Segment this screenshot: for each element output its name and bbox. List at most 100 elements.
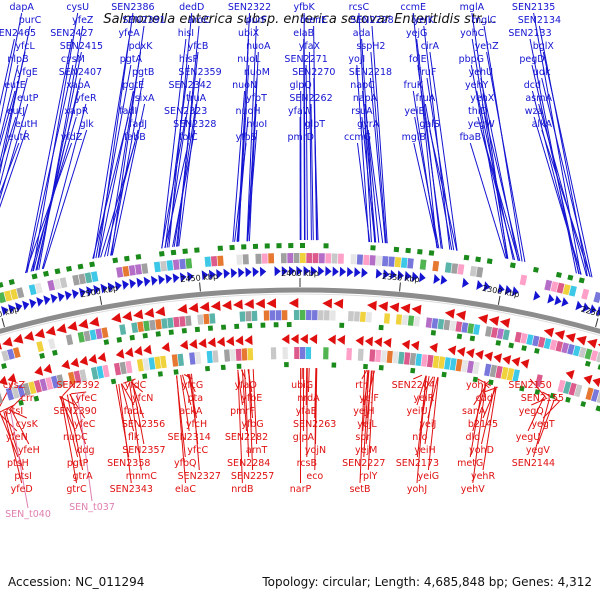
forward-gene-label[interactable]: cysM [61,54,85,65]
reverse-gene-label[interactable]: nfo [412,432,427,443]
forward-gene-label[interactable]: fruK [404,80,424,91]
reverse-gene-label[interactable]: yfeC [74,419,96,430]
reverse-gene-label[interactable]: yohJ [407,484,427,495]
forward-gene-label[interactable]: mglB [402,132,426,143]
reverse-gene-label[interactable]: yfcG [182,380,204,391]
forward-gene-label[interactable]: SEN2328 [173,119,216,130]
forward-gene-label[interactable]: yfeZ [72,15,94,26]
forward-gene-label[interactable]: napA [353,93,378,104]
reverse-gene-label[interactable]: SEN2173 [396,458,439,469]
forward-gene-label[interactable]: yehU [469,67,493,78]
reverse-gene-label[interactable]: nrdB [231,484,253,495]
forward-gene-label[interactable]: ada [353,28,371,39]
reverse-gene-label[interactable]: yfcC [187,445,208,456]
reverse-gene-label[interactable]: SEN2284 [227,458,270,469]
forward-gene-label[interactable]: nuoA [246,41,271,52]
reverse-gene-label[interactable]: yejF [359,393,379,404]
reverse-gene-label[interactable]: pmrF [230,406,255,417]
reverse-gene-label[interactable]: yfdC [125,380,147,391]
forward-gene-label[interactable]: SEN2262 [289,93,332,104]
reverse-gene-label[interactable]: SEN2343 [110,484,153,495]
reverse-gene-label[interactable]: yeiH [414,445,435,456]
reverse-gene-label[interactable]: SEN2356 [122,419,165,430]
reverse-gene-label[interactable]: yejH [353,406,374,417]
reverse-gene-label[interactable]: mnmC [126,471,158,482]
forward-gene-label[interactable]: napC [350,80,375,91]
reverse-gene-label[interactable]: yfbQ [174,458,196,469]
forward-gene-label[interactable]: asmA [525,93,552,104]
forward-gene-label[interactable]: pmrD [287,132,314,143]
reverse-gene-label[interactable]: yegT [531,419,554,430]
forward-gene-label[interactable]: yohC [460,28,484,39]
reverse-gene-label[interactable]: elaC [175,484,196,495]
reverse-gene-label[interactable]: yojN [305,445,326,456]
forward-gene-label[interactable]: SEN2391 [122,15,165,26]
forward-gene-label[interactable]: SEN2386 [111,2,154,13]
reverse-gene-label[interactable]: yfaO [235,380,257,391]
forward-gene-label[interactable]: yehX [470,93,494,104]
reverse-gene-label[interactable]: yfeH [18,445,40,456]
reverse-gene-label[interactable]: SEN2263 [293,419,336,430]
forward-gene-label[interactable]: sspH2 [356,41,385,52]
forward-gene-label[interactable]: purC [19,15,42,26]
forward-gene-label[interactable]: SEN2407 [59,67,102,78]
forward-gene-label[interactable]: nlpB [7,54,28,65]
reverse-gene-label[interactable]: rcsB [297,458,317,469]
reverse-gene-label[interactable]: SEN2257 [231,471,274,482]
forward-gene-label[interactable]: yfeA [118,28,140,39]
reverse-gene-label[interactable]: SEN2327 [178,471,221,482]
reverse-gene-label[interactable]: fadL [124,406,145,417]
reverse-gene-label[interactable]: SEN2390 [53,406,96,417]
forward-gene-label[interactable]: yojI [348,54,365,65]
reverse-gene-label[interactable]: arnT [246,445,268,456]
reverse-gene-label[interactable]: yegV [526,445,550,456]
reverse-gene-label[interactable]: glpA [293,432,315,443]
reverse-gene-label[interactable]: narP [290,484,312,495]
forward-gene-label[interactable]: rcsC [349,2,370,13]
reverse-gene-label[interactable]: ptsI [6,406,24,417]
forward-gene-label[interactable]: glpQ [290,80,312,91]
reverse-gene-label[interactable]: yeiR [414,393,435,404]
reverse-gene-label[interactable]: yeiU [406,406,427,417]
forward-gene-label[interactable]: yfbK [293,2,315,13]
reverse-gene-label[interactable]: setB [349,484,370,495]
forward-gene-label[interactable]: SEN2218 [349,67,392,78]
forward-gene-label[interactable]: SEN2135 [512,2,555,13]
forward-gene-label[interactable]: yfdZ [61,132,83,143]
forward-gene-label[interactable]: yehY [465,80,488,91]
reverse-gene-label[interactable]: eco [306,471,323,482]
forward-gene-label[interactable]: elaB [293,28,314,39]
forward-gene-label[interactable]: yfbT [246,93,267,104]
forward-gene-label[interactable]: nuoL [237,54,261,65]
forward-gene-label[interactable]: bglX [533,41,555,52]
reverse-gene-label[interactable]: SEN2155 [521,393,564,404]
reverse-gene-label[interactable]: SEN2357 [122,445,165,456]
forward-gene-label[interactable]: yeiB [404,106,425,117]
forward-gene-label[interactable]: pbpG [459,54,484,65]
forward-gene-label[interactable]: udk [533,67,551,78]
reverse-gene-label[interactable]: dld [465,432,480,443]
forward-gene-label[interactable]: glk [80,119,95,130]
forward-gene-label[interactable]: pgtB [132,67,154,78]
reverse-gene-label[interactable]: cysZ [3,380,26,391]
reverse-gene-label[interactable]: SEN2392 [57,380,100,391]
forward-gene-label[interactable]: glpT [305,119,326,130]
reverse-gene-label[interactable]: yohD [469,445,494,456]
reverse-gene-label[interactable]: yfbE [241,393,262,404]
forward-gene-label[interactable]: fadJ [129,119,147,130]
forward-gene-label[interactable]: sixA [135,93,155,104]
forward-gene-label[interactable]: folE [409,54,427,65]
forward-gene-label[interactable]: wza [525,106,544,117]
reverse-gene-labels[interactable]: cysZ crr ptsI cysK yfeN yfeH ptsH ptsI yfeD SEN23… [3,380,564,520]
forward-gene-label[interactable]: cirA [421,41,440,52]
reverse-gene-label[interactable]: ptsH [7,458,29,469]
forward-gene-label[interactable]: SEN2133 [508,28,551,39]
forward-gene-label[interactable]: nuoH [236,106,261,117]
forward-gene-labels[interactable]: dapA purC SEN2465 yfcL nlpB yfgE eutE eutP eutJ e… [0,2,561,143]
forward-gene-label[interactable]: yfbS [236,132,257,143]
reverse-gene-label[interactable]: SEN2204 [392,380,435,391]
rna-gene-label[interactable]: SEN_t040 [5,509,51,520]
forward-gene-label[interactable]: fbaB [459,132,481,143]
forward-gene-label[interactable]: yfeR [75,93,97,104]
forward-gene-label[interactable]: SEN2465 [0,28,36,39]
